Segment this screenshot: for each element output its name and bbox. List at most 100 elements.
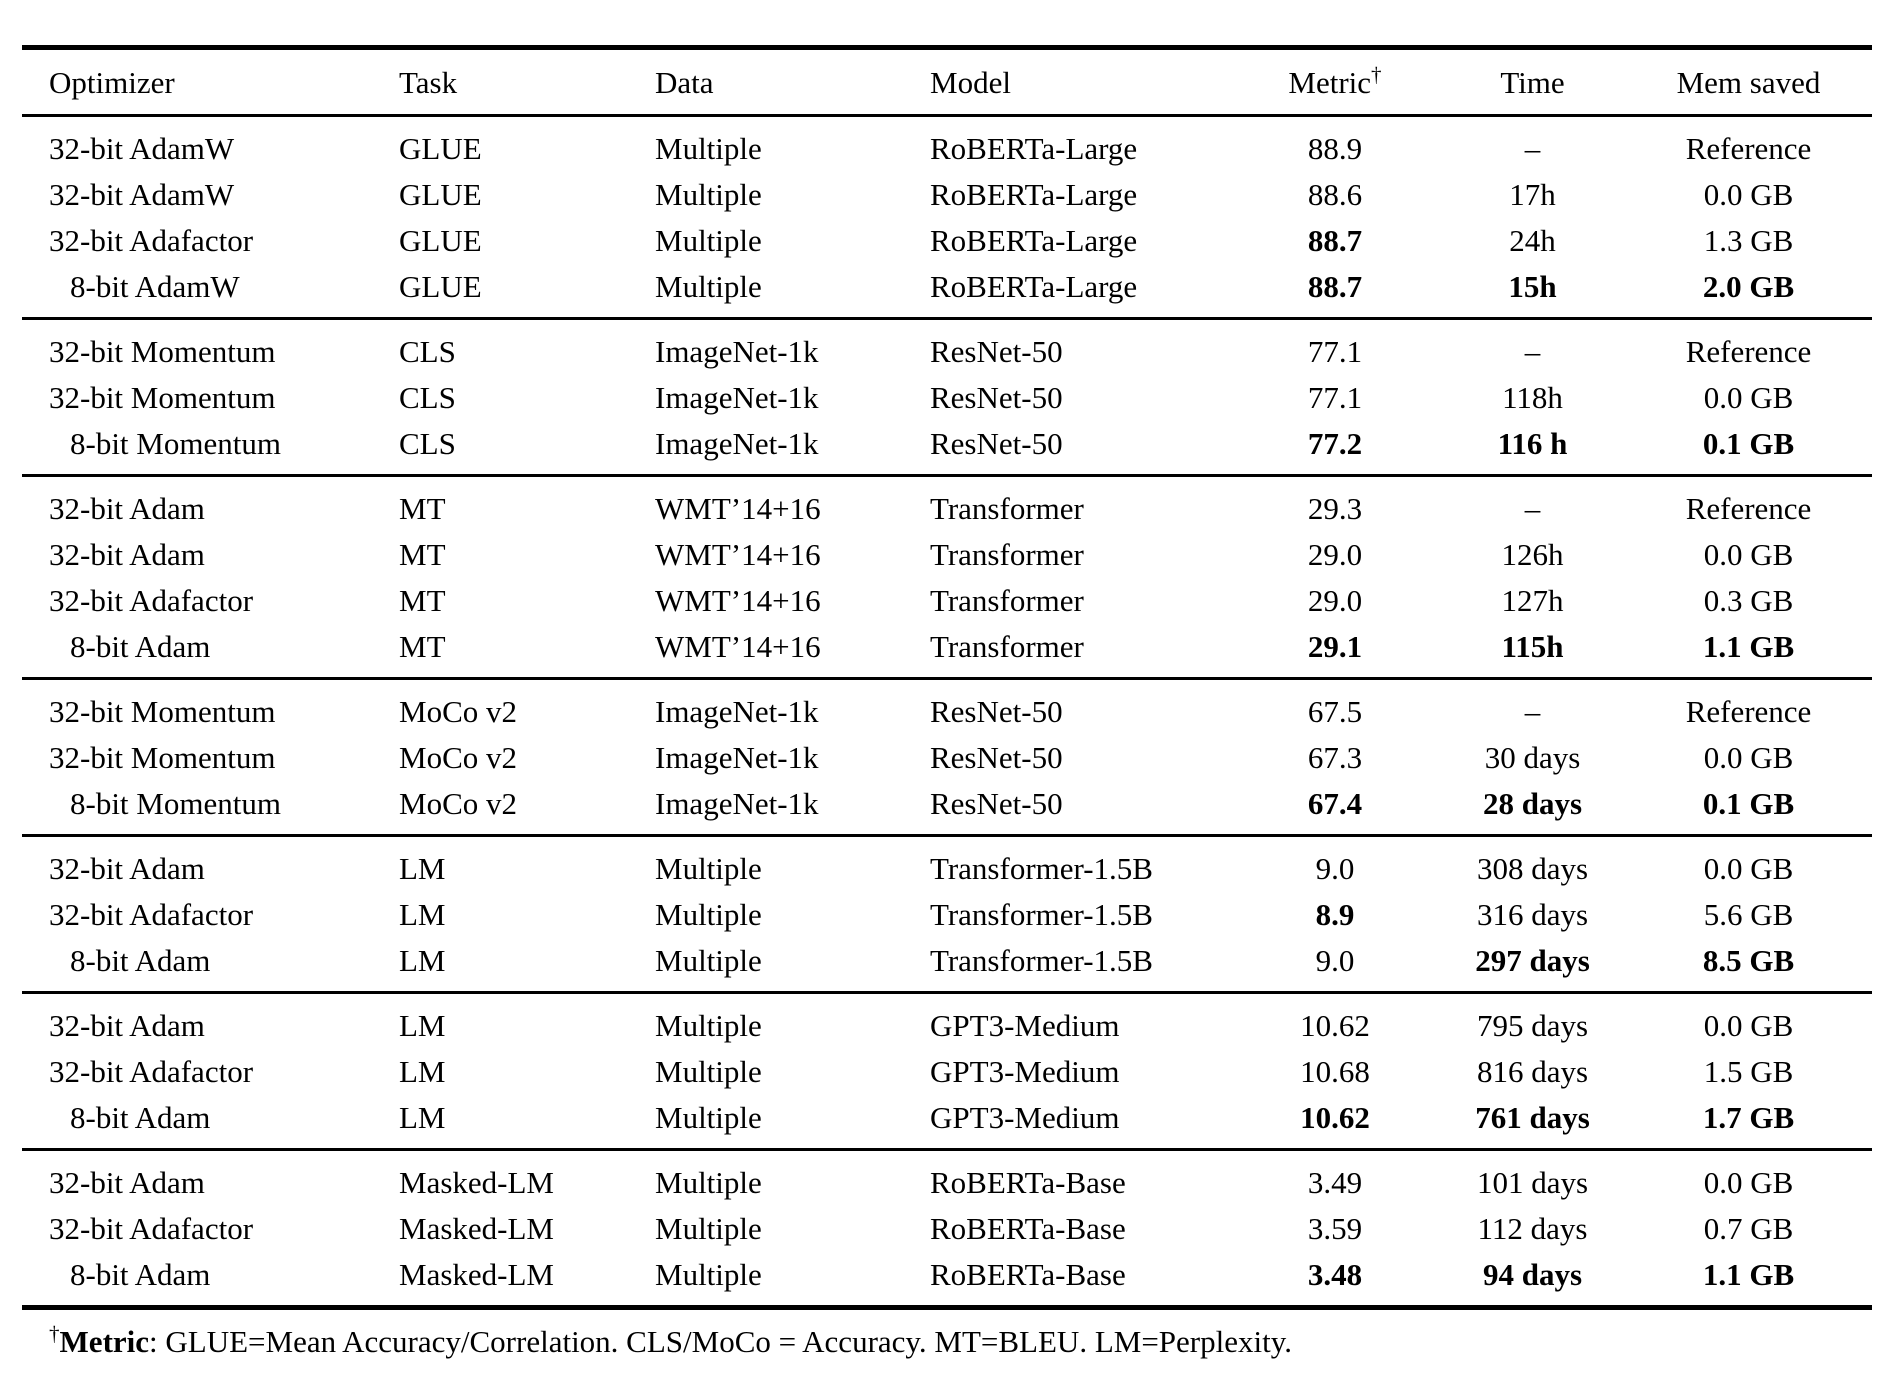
cell-optimizer: 32-bit Adam bbox=[49, 536, 205, 572]
cell-metric: 29.3 bbox=[1307, 490, 1363, 526]
cell-task: MT bbox=[399, 490, 446, 526]
cell-metric: 9.0 bbox=[1315, 942, 1355, 978]
cell-metric: 67.4 bbox=[1307, 785, 1363, 821]
header-metric: Metric† bbox=[1230, 64, 1440, 98]
cell-metric: 10.68 bbox=[1300, 1053, 1370, 1089]
cell-time: – bbox=[1524, 490, 1541, 526]
cell-mem-saved: 1.1 GB bbox=[1702, 1256, 1795, 1292]
cell-model: ResNet-50 bbox=[930, 693, 1063, 729]
cell-optimizer: 32-bit Adafactor bbox=[49, 582, 254, 618]
cell-mem-saved: 1.1 GB bbox=[1702, 628, 1795, 664]
cell-optimizer: 32-bit Adam bbox=[49, 850, 205, 886]
cell-data: WMT’14+16 bbox=[655, 536, 821, 572]
cell-optimizer: 32-bit AdamW bbox=[49, 176, 235, 212]
cell-time: – bbox=[1524, 130, 1541, 166]
cell-optimizer: 8-bit Momentum bbox=[70, 425, 281, 461]
cell-time: – bbox=[1524, 333, 1541, 369]
cell-task: LM bbox=[399, 1099, 446, 1135]
cell-mem-saved: 1.5 GB bbox=[1703, 1053, 1794, 1089]
cell-optimizer: 8-bit Momentum bbox=[70, 785, 281, 821]
table-bottom-rule bbox=[22, 1305, 1872, 1310]
cell-mem-saved: 1.7 GB bbox=[1702, 1099, 1795, 1135]
cell-metric: 67.3 bbox=[1307, 739, 1363, 775]
cell-data: ImageNet-1k bbox=[655, 333, 819, 369]
cell-time: 17h bbox=[1509, 176, 1556, 212]
cell-model: GPT3-Medium bbox=[930, 1053, 1120, 1089]
cell-optimizer: 32-bit Adafactor bbox=[49, 1053, 254, 1089]
cell-mem-saved: 0.0 GB bbox=[1703, 379, 1794, 415]
cell-model: RoBERTa-Large bbox=[930, 268, 1138, 304]
table-footnote: †Metric: GLUE=Mean Accuracy/Correlation.… bbox=[22, 1323, 1872, 1360]
cell-data: Multiple bbox=[655, 176, 762, 212]
cell-task: MT bbox=[399, 628, 446, 664]
cell-mem-saved: 8.5 GB bbox=[1702, 942, 1795, 978]
table-section: 32-bit AdamW GLUE Multiple RoBERTa-Large 88.… bbox=[22, 117, 1872, 317]
cell-metric: 29.0 bbox=[1307, 582, 1363, 618]
cell-metric: 29.0 bbox=[1307, 536, 1363, 572]
header-bottom-rule bbox=[22, 114, 1872, 117]
cell-time: 15h bbox=[1508, 268, 1557, 304]
cell-data: Multiple bbox=[655, 1053, 762, 1089]
cell-task: Masked-LM bbox=[399, 1164, 554, 1200]
cell-task: MT bbox=[399, 536, 446, 572]
cell-mem-saved: 0.1 GB bbox=[1702, 785, 1795, 821]
cell-mem-saved: 0.7 GB bbox=[1703, 1210, 1794, 1246]
cell-model: Transformer bbox=[930, 490, 1084, 526]
cell-data: Multiple bbox=[655, 268, 762, 304]
cell-optimizer: 32-bit Adafactor bbox=[49, 896, 254, 932]
table-row: 32-bit Adam LM Multiple Transformer-1.5B 9.0… bbox=[22, 845, 1872, 891]
cell-task: MoCo v2 bbox=[399, 693, 517, 729]
cell-data: ImageNet-1k bbox=[655, 785, 819, 821]
cell-metric: 3.49 bbox=[1307, 1164, 1363, 1200]
table-row: 32-bit Adam Masked-LM Multiple RoBERTa-Base… bbox=[22, 1159, 1872, 1205]
cell-data: ImageNet-1k bbox=[655, 693, 819, 729]
cell-model: RoBERTa-Large bbox=[930, 176, 1138, 212]
cell-time: 297 days bbox=[1475, 942, 1590, 978]
cell-metric: 77.1 bbox=[1307, 333, 1363, 369]
cell-model: GPT3-Medium bbox=[930, 1007, 1120, 1043]
dagger-icon: † bbox=[1371, 62, 1382, 87]
cell-data: Multiple bbox=[655, 942, 762, 978]
cell-data: Multiple bbox=[655, 1210, 762, 1246]
cell-time: 795 days bbox=[1476, 1007, 1589, 1043]
cell-optimizer: 32-bit Momentum bbox=[49, 379, 276, 415]
cell-optimizer: 32-bit Adam bbox=[49, 490, 205, 526]
table-row: 8-bit Adam LM Multiple Transformer-1.5B 9.0 2… bbox=[22, 937, 1872, 983]
table-row: 32-bit Adam MT WMT’14+16 Transformer 29.3 – Re… bbox=[22, 485, 1872, 531]
table-section: 32-bit Adam LM Multiple Transformer-1.5B 9.0… bbox=[22, 837, 1872, 991]
cell-optimizer: 32-bit Momentum bbox=[49, 739, 276, 775]
cell-data: Multiple bbox=[655, 850, 762, 886]
table-row: 32-bit Momentum MoCo v2 ImageNet-1k ResNet-… bbox=[22, 734, 1872, 780]
cell-time: 24h bbox=[1509, 222, 1556, 258]
cell-model: ResNet-50 bbox=[930, 739, 1063, 775]
cell-task: LM bbox=[399, 1053, 446, 1089]
cell-task: Masked-LM bbox=[399, 1210, 554, 1246]
table-row: 32-bit Adam LM Multiple GPT3-Medium 10.62 795… bbox=[22, 1002, 1872, 1048]
table-row: 8-bit Momentum CLS ImageNet-1k ResNet-50 77.… bbox=[22, 420, 1872, 466]
cell-optimizer: 32-bit AdamW bbox=[49, 130, 235, 166]
cell-mem-saved: 0.1 GB bbox=[1702, 425, 1795, 461]
cell-task: MoCo v2 bbox=[399, 785, 517, 821]
table-row: 32-bit Momentum CLS ImageNet-1k ResNet-50 77… bbox=[22, 328, 1872, 374]
cell-mem-saved: Reference bbox=[1685, 490, 1812, 526]
table-row: 32-bit Adam MT WMT’14+16 Transformer 29.0 126… bbox=[22, 531, 1872, 577]
table-row: 32-bit Adafactor MT WMT’14+16 Transformer 29… bbox=[22, 577, 1872, 623]
cell-task: LM bbox=[399, 850, 446, 886]
cell-task: GLUE bbox=[399, 176, 482, 212]
cell-time: 112 days bbox=[1477, 1210, 1588, 1246]
cell-model: Transformer bbox=[930, 582, 1084, 618]
cell-time: 28 days bbox=[1482, 785, 1583, 821]
cell-mem-saved: 2.0 GB bbox=[1702, 268, 1795, 304]
cell-task: LM bbox=[399, 896, 446, 932]
table-section: 32-bit Momentum MoCo v2 ImageNet-1k ResNet-… bbox=[22, 680, 1872, 834]
cell-metric: 77.2 bbox=[1307, 425, 1363, 461]
cell-task: CLS bbox=[399, 425, 456, 461]
cell-model: Transformer bbox=[930, 536, 1084, 572]
cell-model: GPT3-Medium bbox=[930, 1099, 1120, 1135]
cell-model: RoBERTa-Base bbox=[930, 1210, 1126, 1246]
cell-model: ResNet-50 bbox=[930, 785, 1063, 821]
cell-model: Transformer-1.5B bbox=[930, 896, 1153, 932]
cell-metric: 88.9 bbox=[1307, 130, 1363, 166]
cell-optimizer: 32-bit Momentum bbox=[49, 333, 276, 369]
cell-model: RoBERTa-Large bbox=[930, 222, 1138, 258]
